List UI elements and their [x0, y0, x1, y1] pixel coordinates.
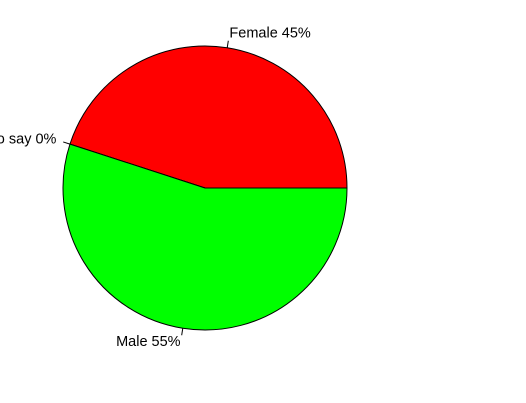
slice-labels: Female 45% Prefer not to say 0% Male 55%: [0, 26, 311, 351]
leader-line-female: [226, 40, 229, 48]
pie-slice-female: [69, 45, 348, 189]
slice-label-prefer-not-to-say: Prefer not to say 0%: [0, 132, 57, 148]
slice-label-female: Female 45%: [229, 26, 311, 42]
slice-label-male: Male 55%: [116, 334, 181, 350]
leader-line-male: [181, 328, 184, 336]
pie-slices: [62, 45, 348, 331]
label-leader-lines: [63, 40, 229, 336]
leader-line-prefer-not-to-say: [63, 141, 71, 145]
